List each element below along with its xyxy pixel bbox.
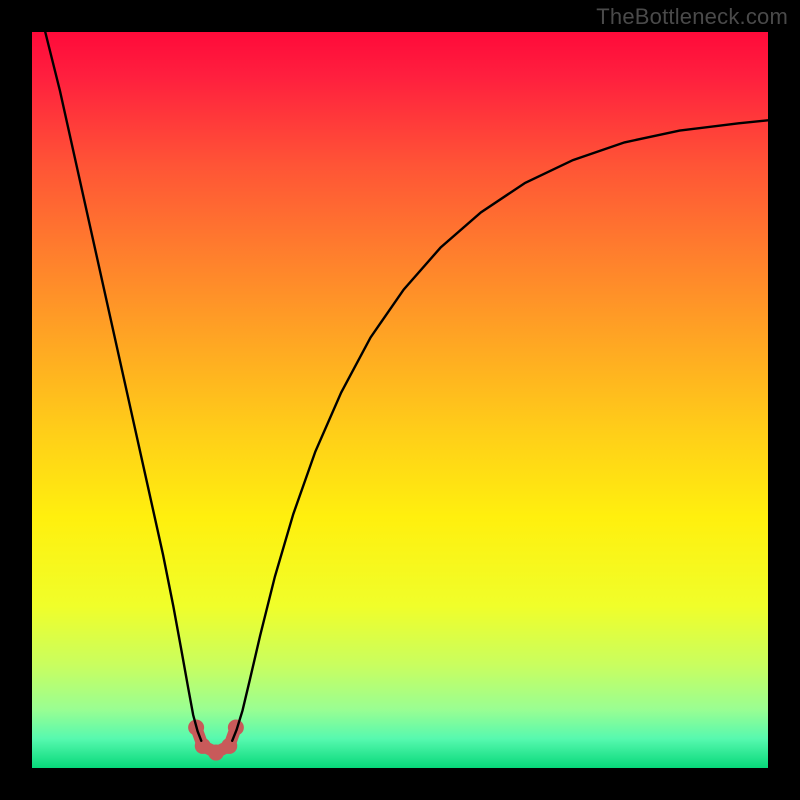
- plot-area: [32, 32, 768, 768]
- chart-svg: [32, 32, 768, 768]
- chart-background: [32, 32, 768, 768]
- trough-marker: [221, 738, 237, 754]
- plot-frame: [0, 0, 800, 800]
- watermark-text: TheBottleneck.com: [596, 4, 788, 30]
